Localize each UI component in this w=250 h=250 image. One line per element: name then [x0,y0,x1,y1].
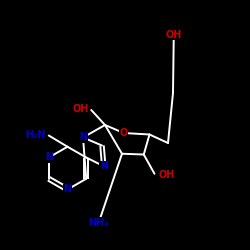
Text: N: N [79,132,87,142]
Text: N: N [64,184,72,194]
Text: OH: OH [158,170,174,180]
Text: N: N [100,161,108,171]
Text: N: N [45,152,53,162]
Text: OH: OH [166,30,182,40]
Text: NH₂: NH₂ [88,218,109,228]
Text: O: O [120,128,128,138]
Text: OH: OH [72,104,89,114]
Text: H₂N: H₂N [25,130,46,140]
